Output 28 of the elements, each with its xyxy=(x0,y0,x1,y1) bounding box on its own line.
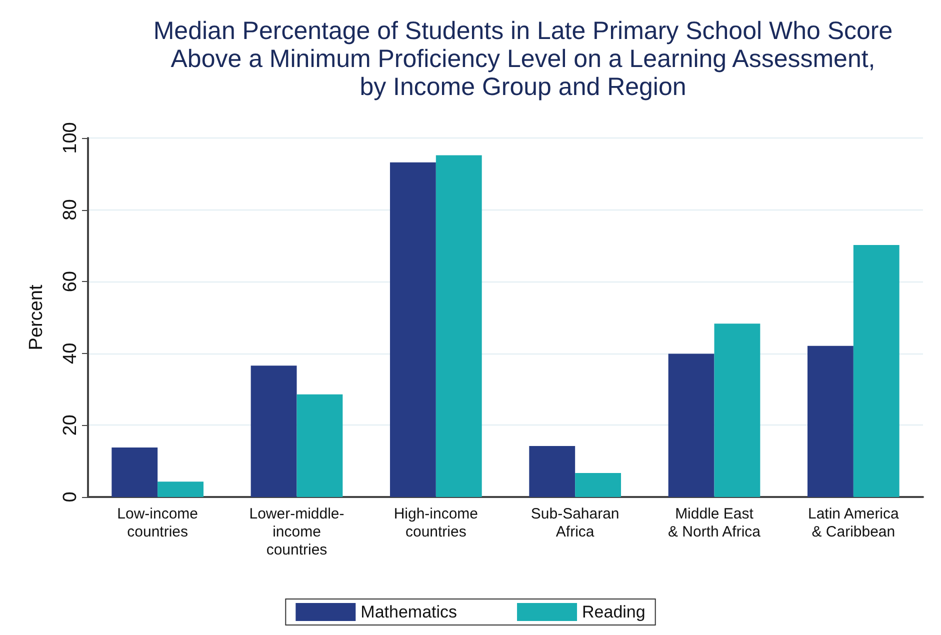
chart-title: Median Percentage of Students in Late Primary School Who Score Above a Minimum Proficiency Level on a Learning Assessment, by Income Group and Region xyxy=(153,17,893,101)
y-tick-label: 80 xyxy=(60,199,81,220)
y-tick-label: 0 xyxy=(60,492,81,502)
bar xyxy=(296,394,343,497)
x-tick-label: Low-income countries xyxy=(117,506,198,540)
x-tick-label: Sub-Saharan Africa xyxy=(530,506,620,540)
bar xyxy=(668,354,714,497)
x-tick-label: High-income countries xyxy=(394,506,478,540)
y-axis-title: Percent xyxy=(26,284,47,350)
bar xyxy=(807,346,854,497)
y-tick-label: 40 xyxy=(60,342,81,364)
legend-label: Reading xyxy=(582,602,646,622)
bar xyxy=(390,162,436,497)
bar xyxy=(250,366,297,497)
y-tick-label: 20 xyxy=(60,414,81,436)
bar xyxy=(112,447,158,497)
x-tick-label: Middle East & North Africa xyxy=(668,506,762,540)
bar xyxy=(575,472,622,497)
x-tick-label: Latin America & Caribbean xyxy=(808,506,900,540)
bar xyxy=(436,155,482,497)
bar xyxy=(853,244,900,497)
legend-label: Mathematics xyxy=(360,602,458,622)
bar xyxy=(714,324,760,497)
bar xyxy=(158,482,204,497)
bar xyxy=(529,446,576,497)
y-tick-label: 60 xyxy=(60,271,81,292)
y-tick-label: 100 xyxy=(60,122,81,154)
x-tick-label: Lower-middle- income countries xyxy=(249,506,344,558)
